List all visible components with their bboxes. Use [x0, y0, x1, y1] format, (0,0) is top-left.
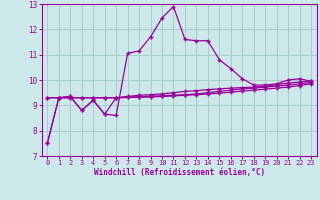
X-axis label: Windchill (Refroidissement éolien,°C): Windchill (Refroidissement éolien,°C): [94, 168, 265, 177]
